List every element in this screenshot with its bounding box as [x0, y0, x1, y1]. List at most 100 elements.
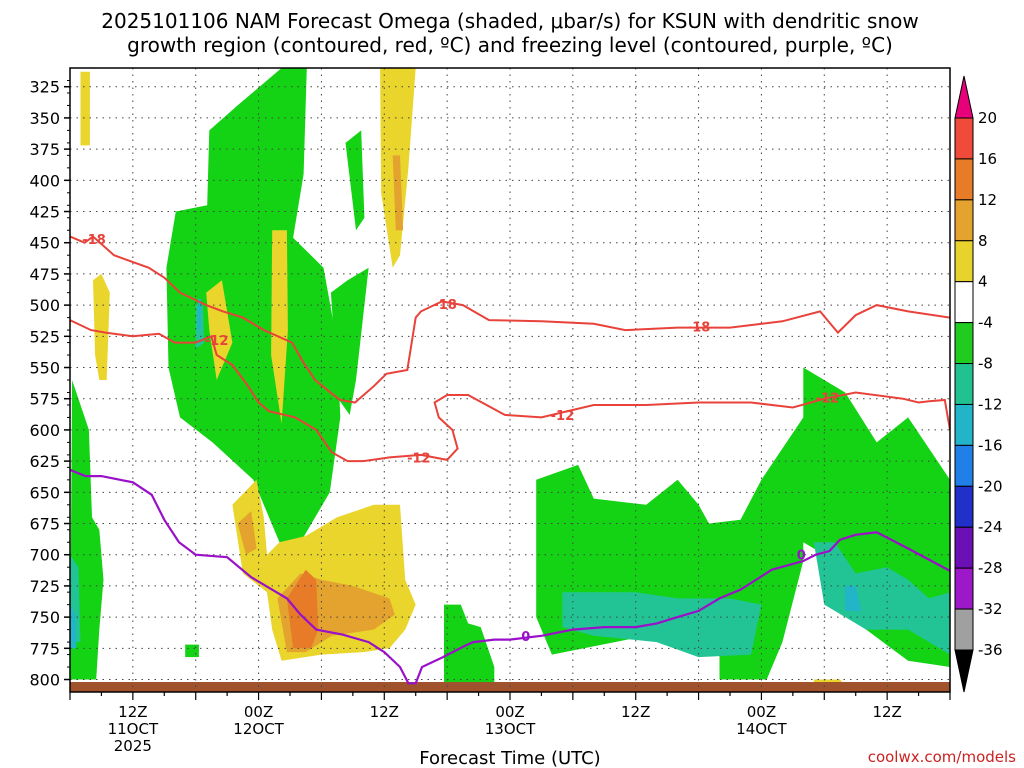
omega-region-gold-omega-1: [237, 511, 257, 555]
colorbar-segment: [954, 485, 974, 528]
x-tick-label: 12OCT: [233, 720, 284, 738]
colorbar-top-triangle: [954, 75, 974, 119]
colorbar-segment: [954, 403, 974, 446]
colorbar-label: 20: [978, 109, 997, 127]
x-tick-label: 00Z: [747, 703, 776, 721]
credit-text: coolwx.com/models: [868, 748, 1016, 766]
colorbar-label: -28: [978, 559, 1003, 577]
omega-region-yellow-omega-3: [271, 230, 288, 424]
colorbar-label: 12: [978, 191, 997, 209]
x-tick-label: 11OCT: [108, 720, 159, 738]
contour-line-0: [70, 235, 950, 404]
x-tick-label: 12Z: [118, 703, 147, 721]
y-tick-label: 750: [29, 608, 60, 627]
omega-region-yellow-omega-2: [206, 280, 233, 380]
x-tick-label: 14OCT: [736, 720, 787, 738]
chart-title-line2: growth region (contoured, red, ºC) and f…: [127, 33, 893, 57]
omega-region-yellow-omega-1: [93, 273, 110, 380]
omega-region-teal-omega-1: [813, 542, 950, 655]
colorbar-label: -20: [978, 477, 1003, 495]
omega-region-teal-omega-0: [562, 592, 762, 658]
colorbar-label: -4: [978, 314, 993, 332]
x-axis-label: Forecast Time (UTC): [419, 748, 600, 768]
colorbar-segment: [954, 567, 974, 610]
x-tick-label: 12Z: [872, 703, 901, 721]
y-tick-label: 400: [29, 171, 60, 190]
x-tick-label: 12Z: [370, 703, 399, 721]
ground-surface: [70, 682, 950, 692]
x-tick-label: 12Z: [621, 703, 650, 721]
y-tick-label: 425: [29, 203, 60, 222]
grid-lines: [69, 68, 951, 692]
contour-label: -18: [433, 298, 457, 313]
freezing-level-line: [70, 468, 950, 685]
contour-label: -18: [82, 233, 106, 248]
y-tick-label: 575: [29, 390, 60, 409]
omega-region-cyan-omega-1: [845, 585, 861, 611]
colorbar-segment: [954, 526, 974, 569]
omega-region-green-omega-2: [330, 267, 369, 415]
contour-label: -12: [407, 451, 431, 466]
y-tick-label: 800: [29, 671, 60, 690]
omega-region-yellow-omega-0: [80, 71, 90, 146]
omega-region-green-omega-1: [345, 130, 365, 231]
colorbar-label: -24: [978, 518, 1003, 536]
omega-region-cyan-omega-2: [197, 298, 201, 331]
y-tick-label: 350: [29, 109, 60, 128]
omega-region-green-omega-4: [185, 644, 199, 658]
omega-region-orange-omega-0: [286, 569, 319, 649]
y-tick-label: 500: [29, 296, 60, 315]
y-tick-label: 675: [29, 515, 60, 534]
colorbar-segment: [954, 322, 974, 365]
y-tick-label: 625: [29, 452, 60, 471]
contour-label: -12: [816, 391, 840, 406]
x-tick-label: 00Z: [244, 703, 273, 721]
y-tick-label: 375: [29, 140, 60, 159]
contour-label: -18: [687, 320, 711, 335]
contour-label: -12: [205, 334, 229, 349]
y-tick-label: 725: [29, 577, 60, 596]
contour-label: 0: [797, 549, 806, 564]
colorbar-label: 8: [978, 232, 988, 250]
y-tick-label: 550: [29, 359, 60, 378]
colorbar-segment: [954, 199, 974, 242]
omega-region-cyan-omega-0: [70, 604, 77, 649]
ground-bar: [70, 682, 950, 692]
y-tick-label: 450: [29, 234, 60, 253]
colorbar-segment: [954, 608, 974, 651]
y-tick-label: 525: [29, 327, 60, 346]
colorbar-segment: [954, 444, 974, 487]
temperature-contours: [70, 235, 950, 685]
y-tick-label: 700: [29, 546, 60, 565]
y-tick-label: 775: [29, 639, 60, 658]
colorbar-segment: [954, 240, 974, 283]
omega-shading: [70, 68, 950, 690]
contour-labels: -18 -12 -18 -12 -12 -18 -12 0 0: [82, 233, 840, 645]
colorbar-label: 4: [978, 273, 988, 291]
colorbar-label: -12: [978, 395, 1003, 413]
colorbar-label: -36: [978, 641, 1003, 659]
colorbar-bottom-triangle: [954, 649, 974, 693]
x-tick-label: 13OCT: [485, 720, 536, 738]
x-tick-label: 00Z: [495, 703, 524, 721]
chart-title-line1: 2025101106 NAM Forecast Omega (shaded, μ…: [101, 9, 918, 33]
y-tick-label: 325: [29, 78, 60, 97]
colorbar-segment: [954, 281, 974, 324]
y-axis-pressure: 325 350 375 400 425 450 475 500 525 550 575 600 625 6…: [29, 78, 70, 690]
contour-label: -12: [551, 409, 575, 424]
contour-label: 0: [521, 630, 530, 645]
y-tick-label: 475: [29, 265, 60, 284]
colorbar-label: -32: [978, 600, 1003, 618]
omega-region-green-omega-5: [444, 604, 495, 690]
colorbar-segment: [954, 363, 974, 405]
colorbar-label: -8: [978, 355, 993, 373]
colorbar-label: 16: [978, 150, 997, 168]
colorbar-legend: 20 16 12 8 4 -4 -8 -12 -16 -20 -24 -28 -32 -36: [954, 75, 1003, 693]
x-tick-label: 2025: [114, 737, 152, 755]
y-tick-label: 650: [29, 483, 60, 502]
y-tick-label: 600: [29, 421, 60, 440]
colorbar-label: -16: [978, 436, 1003, 454]
colorbar-segment: [954, 117, 974, 160]
